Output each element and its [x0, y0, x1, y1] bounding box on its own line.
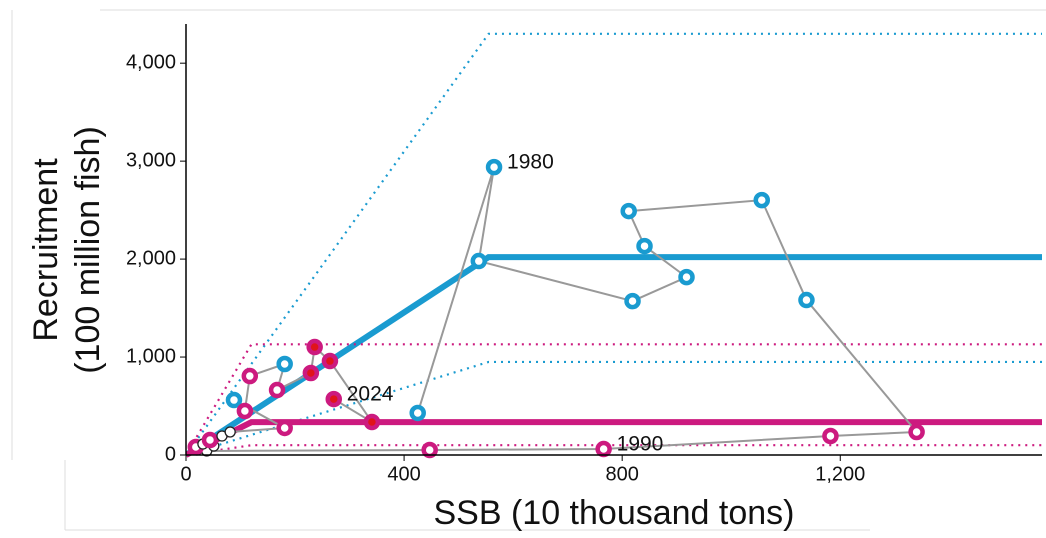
- point: [225, 391, 243, 409]
- y-axis-label: Recruitment: [27, 158, 65, 342]
- point: [268, 381, 286, 399]
- point: [409, 404, 426, 422]
- y-tick-label: 3,000: [126, 149, 176, 171]
- point: [224, 426, 236, 438]
- reference-line: [186, 343, 1042, 456]
- x-axis-label: SSB (10 thousand tons): [433, 494, 794, 532]
- point: [302, 364, 320, 382]
- point: [624, 292, 641, 310]
- point: [798, 291, 815, 309]
- reference-line: [186, 32, 1042, 456]
- point: [276, 419, 293, 437]
- y-tick-label: 4,000: [126, 51, 176, 73]
- point: [620, 202, 637, 220]
- time-path: [195, 166, 919, 452]
- point: [236, 402, 254, 420]
- annotation: 1990: [617, 433, 664, 456]
- point: [470, 252, 488, 270]
- point: [822, 427, 839, 445]
- point: [241, 367, 259, 385]
- point: [595, 440, 612, 458]
- point: [421, 441, 438, 459]
- y-axis-label: (100 million fish): [69, 126, 107, 374]
- point: [276, 355, 293, 373]
- x-tick-label: 400: [387, 463, 420, 485]
- point: [636, 237, 653, 255]
- x-tick-label: 800: [605, 463, 638, 485]
- annotation: 2024: [347, 383, 394, 406]
- reference-line: [186, 254, 1042, 458]
- plot-area: [186, 32, 1042, 459]
- plot-group: [186, 32, 1042, 458]
- point: [753, 191, 771, 209]
- point: [908, 423, 925, 441]
- point: [201, 431, 219, 449]
- annotation: 1980: [507, 151, 554, 174]
- point: [678, 268, 695, 286]
- point: [325, 390, 343, 408]
- point: [306, 338, 323, 356]
- point: [363, 413, 381, 431]
- x-tick-label: 0: [180, 463, 191, 485]
- y-tick-label: 2,000: [126, 247, 176, 269]
- y-tick-label: 0: [165, 443, 176, 465]
- y-tick-label: 1,000: [126, 345, 176, 367]
- x-tick-label: 1,200: [815, 463, 865, 485]
- point: [485, 158, 503, 176]
- point: [321, 352, 339, 370]
